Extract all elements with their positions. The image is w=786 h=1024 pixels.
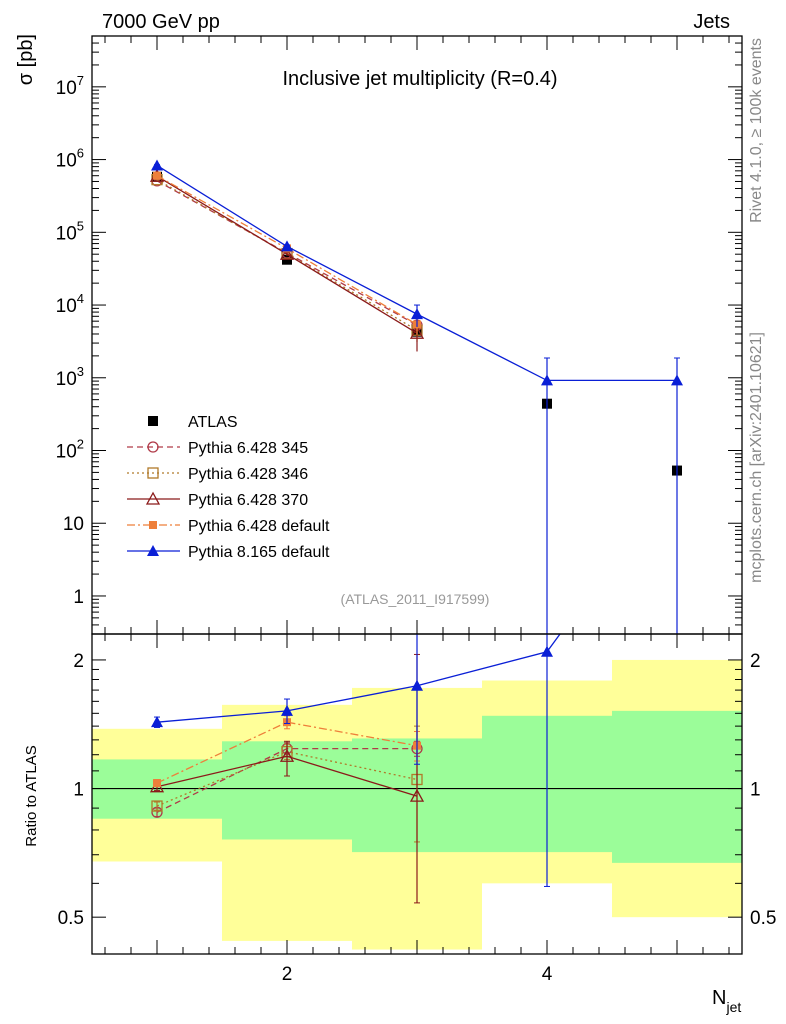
main-ytick-label-0: 1 (73, 587, 84, 608)
main-point (671, 374, 683, 386)
plot-title: Inclusive jet multiplicity (R=0.4) (282, 68, 557, 90)
legend-item-1: Pythia 6.428 345 (127, 440, 308, 457)
ratio-point (151, 716, 163, 728)
main-series-2 (151, 173, 423, 343)
legend-label-4: Pythia 6.428 default (188, 518, 330, 535)
legend: ATLAS Pythia 6.428 345 Pythia 6.428 346 Pyt… (127, 414, 330, 561)
ratio-point (541, 645, 553, 657)
main-point (279, 246, 295, 260)
main-ytick-exp-4: 4 (77, 291, 84, 306)
legend-item-3: Pythia 6.428 370 (127, 491, 308, 509)
main-series-group (149, 159, 683, 634)
header-left: 7000 GeV pp (102, 11, 220, 33)
main-ytick-exp-2: 2 (77, 437, 84, 452)
main-ytick-label-7: 107 (56, 73, 84, 99)
ratio-ytick-label-2: 2 (73, 651, 84, 672)
mcplots-label: mcplots.cern.ch [arXiv:2401.10621] (748, 332, 765, 583)
legend-marker-4 (149, 521, 157, 529)
legend-item-0: ATLAS (148, 414, 238, 431)
header-right: Jets (693, 11, 730, 33)
ratio-point (153, 779, 161, 788)
main-series-line-2 (156, 179, 418, 331)
ratio-frame (91, 633, 743, 955)
main-point (411, 308, 423, 320)
main-point (409, 325, 425, 339)
ratio-series-line-3 (156, 721, 418, 784)
main-ytick-base-3: 10 (56, 369, 77, 390)
green-band-4 (612, 710, 742, 863)
ratio-ytick-label-0: 0.5 (58, 908, 84, 929)
ratio-xtick-label-0: 2 (282, 964, 293, 985)
ratio-point (411, 679, 423, 691)
main-ytick-label-6: 106 (56, 146, 84, 172)
legend-item-5: Pythia 8.165 default (127, 544, 330, 561)
main-ytick-base-7: 10 (56, 78, 77, 99)
main-series-5 (151, 159, 683, 634)
main-ytick-exp-6: 6 (77, 146, 84, 161)
ratio-ytick-label-right-0: 0.5 (750, 908, 776, 929)
main-ytick-label-1: 10 (63, 514, 84, 535)
main-ytick-label-3: 103 (56, 364, 84, 390)
legend-label-2: Pythia 6.428 346 (188, 466, 308, 483)
ratio-ytick-label-right-2: 2 (750, 651, 761, 672)
main-ytick-label-2: 102 (56, 437, 84, 463)
x-axis-label-sub: jet (725, 999, 741, 1015)
legend-label-1: Pythia 6.428 345 (188, 440, 308, 457)
main-ytick-base-5: 10 (56, 223, 77, 244)
main-ytick-label-4: 104 (56, 291, 84, 317)
main-point (281, 240, 293, 252)
legend-marker-1 (147, 441, 159, 453)
ratio-point (279, 748, 295, 762)
main-point (151, 159, 163, 171)
main-ytick-exp-5: 5 (77, 218, 84, 233)
x-axis-label-main: N (712, 987, 726, 1009)
ratio-point (151, 800, 163, 812)
main-point (153, 171, 161, 180)
ratio-xtick-label-1: 4 (542, 964, 553, 985)
x-axis-label: Njet (712, 987, 741, 1015)
legend-item-4: Pythia 6.428 default (127, 518, 330, 535)
ratio-point (281, 704, 293, 716)
legend-label-3: Pythia 6.428 370 (188, 492, 308, 509)
legend-label-0: ATLAS (188, 414, 238, 431)
legend-label-5: Pythia 8.165 default (188, 544, 330, 561)
main-ytick-base-4: 10 (56, 296, 77, 317)
ratio-series-group (149, 634, 561, 904)
legend-item-2: Pythia 6.428 346 (127, 466, 308, 483)
main-ytick-exp-7: 7 (77, 73, 84, 88)
ratio-ytick-label-1: 1 (73, 780, 84, 801)
main-point (541, 374, 553, 386)
main-ytick-base-2: 10 (56, 442, 77, 463)
ratio-point (409, 788, 425, 802)
ratio-ytick-label-right-1: 1 (750, 780, 761, 801)
rivet-label: Rivet 4.1.0, ≥ 100k events (748, 38, 765, 223)
main-ylabel: σ [pb] (15, 34, 37, 85)
ratio-series-4 (151, 634, 561, 887)
main-ytick-label-5: 105 (56, 218, 84, 244)
legend-marker-5 (147, 545, 159, 556)
legend-marker-0 (148, 416, 158, 426)
ratio-panel: 0.5 0.5 1 1 2 2 2 4 (58, 633, 776, 985)
main-ytick-base-6: 10 (56, 151, 77, 172)
analysis-tag: (ATLAS_2011_I917599) (341, 591, 490, 607)
legend-marker-2 (147, 467, 159, 479)
legend-marker-3 (145, 491, 161, 505)
main-ytick-exp-3: 3 (77, 364, 84, 379)
ratio-ylabel: Ratio to ATLAS (23, 745, 40, 846)
